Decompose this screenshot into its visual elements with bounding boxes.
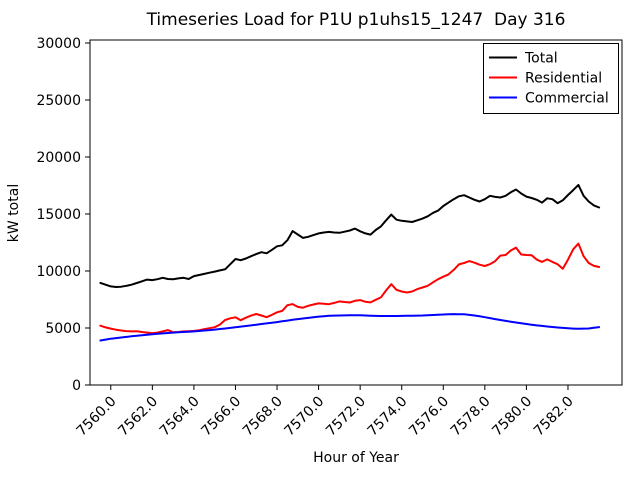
y-tick-label: 0 [72, 378, 81, 394]
legend-label-commercial: Commercial [525, 91, 609, 107]
legend-label-residential: Residential [525, 71, 602, 87]
plot-border [89, 39, 623, 386]
y-axis-label: kW total [6, 184, 22, 242]
series-line-total [99, 183, 601, 288]
y-tick-label: 25000 [36, 93, 81, 109]
y-tick-label: 20000 [36, 150, 81, 166]
x-axis-label: Hour of Year [313, 450, 399, 466]
series-line-commercial [99, 313, 601, 342]
legend-label-total: Total [524, 51, 558, 67]
y-tick-label: 15000 [36, 207, 81, 223]
legend: Total Residential Commercial [483, 43, 619, 114]
y-tick-label: 30000 [36, 36, 81, 52]
chart-title: Timeseries Load for P1U p1uhs15_1247 Day… [146, 10, 566, 30]
y-tick-label: 10000 [36, 264, 81, 280]
series-layer [99, 183, 601, 342]
y-tick-label: 5000 [45, 321, 81, 337]
